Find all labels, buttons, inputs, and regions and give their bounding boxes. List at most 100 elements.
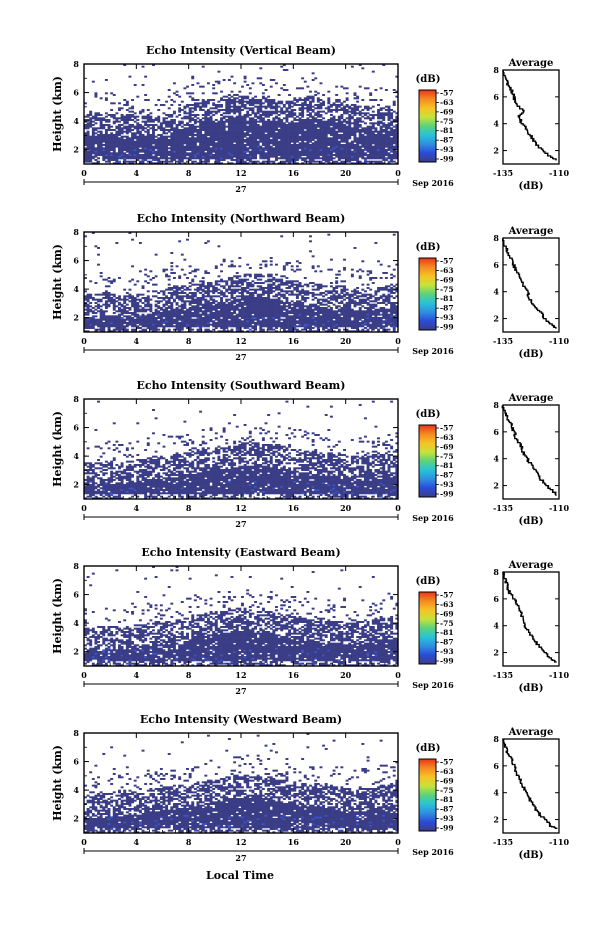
echo-cell: [133, 152, 137, 155]
echo-cell: [259, 149, 263, 151]
echo-cell: [136, 130, 140, 133]
echo-cell: [235, 140, 239, 143]
echo-cell: [261, 144, 265, 146]
echo-cell: [102, 328, 106, 331]
echo-cell: [395, 134, 399, 136]
echo-cell: [261, 150, 265, 153]
echo-cell: [193, 142, 197, 145]
echo-cell: [102, 159, 106, 161]
echo-cell: [329, 114, 333, 116]
echo-cell: [94, 155, 98, 158]
echo-cell: [136, 308, 140, 311]
echo-cell: [136, 317, 140, 319]
echo-cell: [149, 310, 153, 313]
echo-cell: [138, 124, 142, 126]
echo-cell: [214, 288, 218, 291]
echo-cell: [175, 134, 179, 136]
echo-cell: [199, 297, 203, 299]
echo-cell: [230, 265, 234, 268]
echo-cell: [222, 129, 226, 131]
echo-cell: [178, 144, 182, 146]
echo-cell: [246, 95, 250, 98]
echo-cell: [152, 127, 155, 130]
echo-cell: [144, 130, 148, 133]
echo-cell: [369, 117, 373, 120]
echo-cell: [303, 135, 307, 138]
echo-cell: [254, 147, 257, 150]
echo-cell: [89, 152, 93, 155]
echo-cell: [89, 293, 93, 296]
echo-cell: [248, 152, 252, 155]
echo-cell: [209, 139, 213, 141]
echo-cell: [259, 100, 263, 103]
echo-cell: [201, 149, 205, 151]
echo-cell: [154, 142, 158, 145]
echo-cell: [152, 277, 155, 279]
echo-cell: [343, 119, 346, 121]
echo-cell: [196, 297, 200, 299]
echo-cell: [152, 149, 155, 151]
echo-cell: [86, 132, 90, 135]
echo-cell: [141, 285, 145, 288]
echo-cell: [128, 140, 132, 143]
echo-cell: [138, 327, 142, 329]
echo-cell: [128, 323, 132, 326]
echo-cell: [379, 157, 383, 160]
echo-cell: [374, 144, 378, 146]
echo-cell: [136, 135, 140, 138]
echo-cell: [144, 144, 148, 146]
echo-cell: [94, 302, 98, 304]
echo-cell: [335, 137, 339, 140]
echo-cell: [110, 134, 114, 136]
echo-cell: [303, 119, 307, 121]
echo-cell: [301, 135, 305, 138]
echo-cell: [387, 144, 391, 146]
echo-cell: [254, 119, 257, 121]
echo-cell: [212, 137, 216, 140]
echo-cell: [387, 107, 391, 110]
echo-cell: [324, 147, 328, 150]
echo-cell: [180, 318, 184, 321]
echo-cell: [225, 295, 229, 298]
echo-cell: [165, 157, 169, 160]
echo-cell: [309, 97, 312, 100]
echo-cell: [180, 130, 184, 133]
echo-cell: [94, 117, 98, 120]
echo-cell: [275, 127, 278, 130]
echo-cell: [110, 109, 114, 111]
echo-cell: [141, 313, 145, 316]
echo-cell: [206, 145, 210, 148]
echo-cell: [191, 127, 195, 130]
echo-cell: [152, 317, 155, 319]
echo-cell: [374, 157, 378, 160]
echo-cell: [227, 152, 231, 155]
echo-cell: [214, 150, 218, 153]
echo-cell: [264, 147, 268, 150]
echo-cell: [89, 125, 93, 128]
echo-cell: [363, 105, 367, 108]
echo-cell: [146, 139, 150, 141]
echo-cell: [220, 318, 223, 321]
echo-cell: [241, 99, 244, 101]
echo-cell: [248, 125, 252, 128]
echo-cell: [188, 157, 192, 160]
echo-cell: [384, 127, 388, 130]
echo-cell: [110, 315, 114, 318]
echo-cell: [264, 154, 268, 156]
echo-cell: [227, 154, 231, 156]
echo-cell: [102, 315, 106, 318]
echo-cell: [209, 154, 213, 156]
echo-cell: [264, 140, 268, 143]
echo-cell: [188, 139, 192, 141]
echo-cell: [235, 119, 239, 121]
echo-cell: [138, 318, 142, 321]
echo-cell: [206, 100, 210, 103]
echo-cell: [322, 139, 326, 141]
echo-cell: [319, 107, 323, 110]
echo-cell: [159, 318, 163, 321]
echo-cell: [241, 125, 244, 128]
echo-cell: [377, 114, 380, 116]
echo-cell: [241, 85, 244, 88]
echo-cell: [222, 109, 226, 111]
echo-cell: [288, 100, 292, 103]
